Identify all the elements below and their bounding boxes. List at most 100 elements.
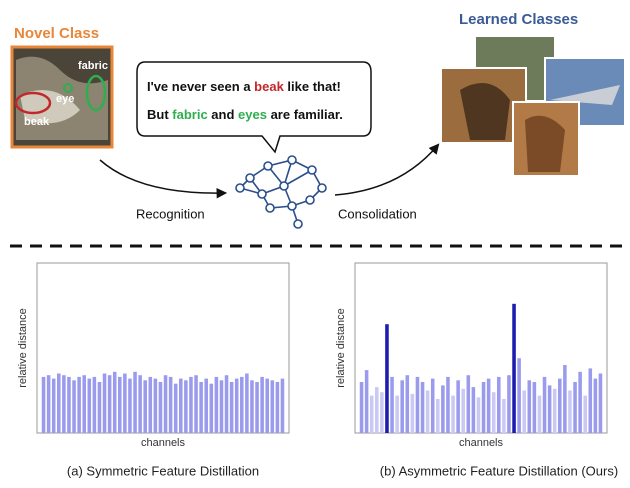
bar <box>224 375 229 433</box>
y-axis-label: relative distance <box>17 308 29 388</box>
bar <box>471 387 476 433</box>
bar <box>385 324 389 433</box>
bar <box>87 378 92 433</box>
bubble-text: are familiar. <box>267 107 343 122</box>
bar <box>512 303 516 433</box>
bar <box>451 395 455 433</box>
bar <box>425 390 430 433</box>
bar <box>502 399 506 433</box>
brain-icon <box>235 155 327 229</box>
caption: (b) Asymmetric Feature Distillation (Our… <box>380 463 618 478</box>
bar <box>573 382 577 433</box>
bar <box>158 382 163 433</box>
bubble-text: But <box>147 107 172 122</box>
bar <box>118 376 122 433</box>
bar <box>143 380 147 433</box>
arrow <box>99 159 228 199</box>
charts: relative distance channels (a) Symmetric F… <box>17 262 618 478</box>
bar <box>547 385 552 433</box>
bar <box>77 376 81 433</box>
bar <box>420 382 425 433</box>
bar <box>260 376 264 433</box>
bar <box>415 376 420 433</box>
bar <box>456 380 460 433</box>
bar <box>214 376 219 433</box>
bar <box>123 373 127 433</box>
bubble-text: like that! <box>284 79 341 94</box>
bar <box>107 375 112 433</box>
bar <box>461 388 465 433</box>
bar <box>234 378 239 433</box>
eye-marker <box>63 83 73 93</box>
bar <box>194 375 198 433</box>
bar <box>522 390 526 433</box>
bar <box>507 375 511 433</box>
bar <box>250 380 254 433</box>
arrow <box>334 143 440 196</box>
bar <box>517 358 521 433</box>
bar <box>265 378 269 433</box>
bar <box>380 392 384 433</box>
bar <box>598 373 603 433</box>
bar <box>168 376 173 433</box>
bubble-text: fabric <box>172 107 207 122</box>
bar <box>588 368 593 433</box>
bubble-line: But fabric and eyes are familiar. <box>147 107 343 122</box>
bar <box>476 397 481 433</box>
bar <box>527 380 532 433</box>
bar <box>558 378 562 433</box>
bar <box>209 383 214 433</box>
bar <box>92 376 97 433</box>
bar <box>481 382 486 433</box>
bar <box>270 380 275 433</box>
bar <box>532 382 537 433</box>
bar <box>67 376 71 433</box>
image-texture <box>525 115 565 172</box>
bar <box>240 376 244 433</box>
bar <box>204 378 208 433</box>
bar <box>97 382 102 433</box>
fabric-marker <box>85 74 107 112</box>
bar <box>486 378 491 433</box>
bar <box>41 376 46 433</box>
novel-class-title: Novel Class <box>14 25 99 42</box>
bar <box>219 380 224 433</box>
bar <box>280 378 285 433</box>
bar <box>102 373 107 433</box>
x-axis-label: channels <box>459 437 504 449</box>
bar <box>173 383 178 433</box>
bar <box>57 373 61 433</box>
bar <box>199 382 203 433</box>
bar <box>593 378 598 433</box>
bar <box>255 382 259 433</box>
bar <box>82 375 86 433</box>
bubble-text: eyes <box>238 107 267 122</box>
bar <box>184 380 188 433</box>
arrow-label: Recognition <box>136 206 205 221</box>
bar <box>179 378 183 433</box>
bar <box>563 365 567 433</box>
bar <box>72 380 76 433</box>
bar <box>390 376 394 433</box>
bar <box>375 387 379 433</box>
y-axis-label: relative distance <box>335 308 347 388</box>
bar <box>229 382 234 433</box>
bar <box>153 378 158 433</box>
bar <box>46 375 51 433</box>
bubble-line: I've never seen a beak like that! <box>147 79 341 94</box>
part-label: fabric <box>78 60 108 72</box>
bar <box>400 380 404 433</box>
image-texture <box>550 85 620 105</box>
bar <box>497 376 501 433</box>
bar <box>552 388 557 433</box>
bubble-text: I've never seen a <box>147 79 254 94</box>
beak-marker <box>14 91 52 115</box>
bar <box>542 376 547 433</box>
bubble-text: and <box>208 107 238 122</box>
bar <box>163 375 168 433</box>
bar <box>446 376 450 433</box>
bar <box>128 378 132 433</box>
bar <box>275 382 280 433</box>
